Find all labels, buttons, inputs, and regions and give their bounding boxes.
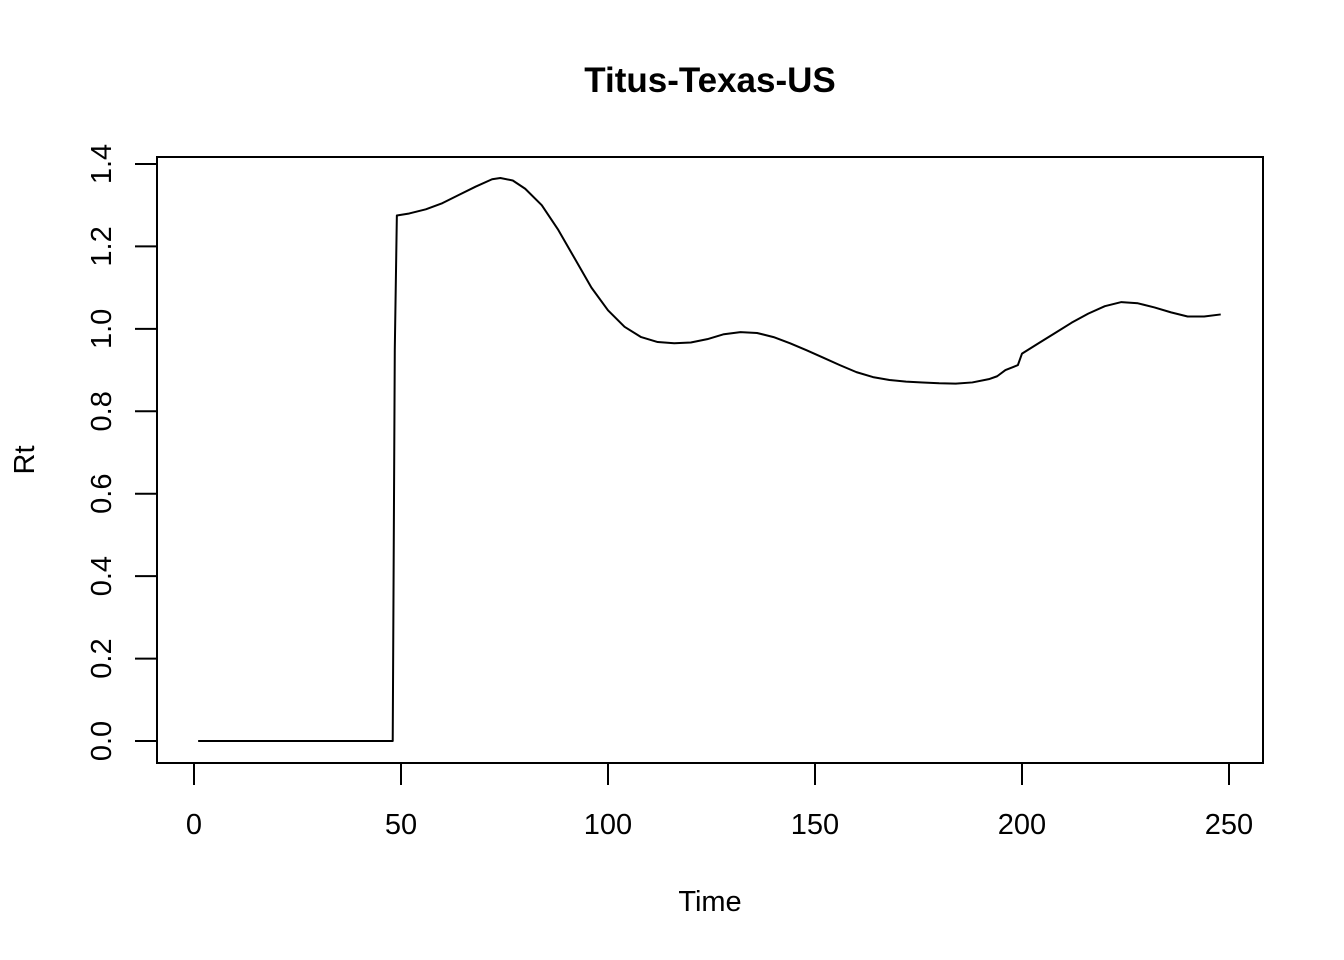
y-tick-label: 0.8 xyxy=(86,391,118,431)
plot-frame xyxy=(156,156,1264,764)
y-tick-label: 0.2 xyxy=(86,638,118,678)
x-tick-label: 250 xyxy=(1205,809,1253,841)
series-layer xyxy=(198,177,1221,742)
x-tick-label: 50 xyxy=(385,809,417,841)
y-tick-label: 0.0 xyxy=(86,721,118,761)
x-tick-label: 200 xyxy=(998,809,1046,841)
y-tick-label: 0.4 xyxy=(86,556,118,596)
x-axis-label: Time xyxy=(678,886,741,918)
x-tick-label: 100 xyxy=(584,809,632,841)
y-tick-label: 1.0 xyxy=(86,309,118,349)
y-axis-label: Rt xyxy=(9,446,41,475)
x-tick-label: 150 xyxy=(791,809,839,841)
x-tick-label: 0 xyxy=(186,809,202,841)
y-tick-label: 1.2 xyxy=(86,226,118,266)
y-tick-label: 0.6 xyxy=(86,474,118,514)
y-tick-label: 1.4 xyxy=(86,144,118,184)
chart-title: Titus-Texas-US xyxy=(584,61,836,100)
rt-series-line xyxy=(198,177,1221,742)
y-axis: 0.0 0.2 0.4 0.6 0.8 1.0 1.2 1.4 xyxy=(86,144,158,761)
x-axis: 0 50 100 150 200 250 xyxy=(186,762,1253,841)
